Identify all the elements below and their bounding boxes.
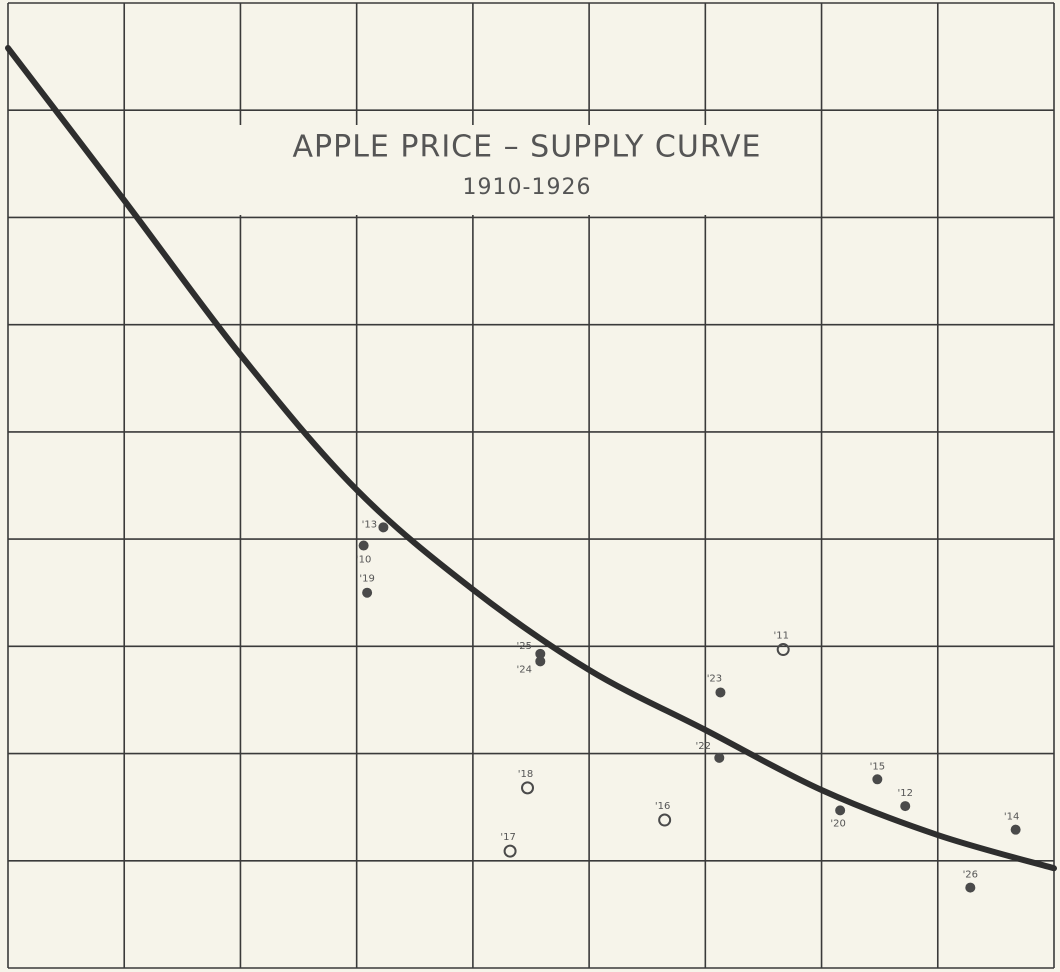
point-label: '18 — [518, 769, 533, 780]
open-point — [503, 844, 517, 858]
chart-title: APPLE PRICE – SUPPLY CURVE — [292, 130, 761, 165]
chart-subtitle: 1910-1926 — [463, 175, 592, 200]
point-label: '10 — [356, 555, 371, 566]
point-label: '20 — [830, 818, 845, 829]
point-label: '24 — [517, 664, 532, 675]
point — [835, 805, 846, 816]
point-label: '22 — [696, 741, 711, 752]
point — [900, 801, 911, 812]
point-label: '14 — [1004, 812, 1019, 823]
point — [1010, 824, 1021, 835]
point — [362, 587, 373, 598]
point-label: '26 — [963, 870, 978, 881]
point — [872, 774, 883, 785]
point — [715, 687, 726, 698]
point — [378, 522, 389, 533]
point-label: '25 — [517, 641, 532, 652]
supply-curve — [5, 45, 1057, 872]
point-label: '15 — [870, 761, 885, 772]
point — [714, 752, 725, 763]
point-label: '12 — [897, 788, 912, 799]
point-label: '19 — [359, 574, 374, 585]
title-backdrop — [236, 125, 816, 215]
point — [535, 656, 546, 667]
point-label: '11 — [773, 631, 788, 642]
open-point — [521, 781, 535, 795]
point — [965, 882, 976, 893]
open-point — [658, 813, 672, 827]
point-label: '23 — [707, 673, 722, 684]
point — [358, 540, 369, 551]
point-label: '17 — [500, 832, 515, 843]
point-label: '16 — [655, 801, 670, 812]
point-label: '13 — [362, 519, 377, 530]
open-point — [776, 643, 790, 657]
